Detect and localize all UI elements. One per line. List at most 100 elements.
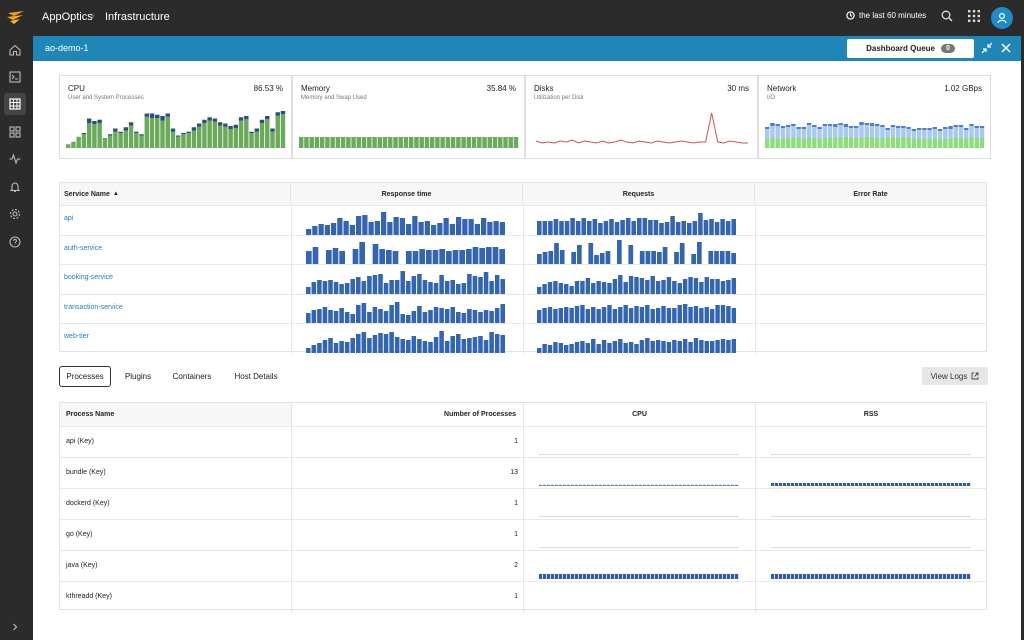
cpu-bar (579, 454, 583, 455)
requests-bar (623, 282, 628, 294)
pulse-icon[interactable] (8, 152, 22, 166)
response-bar (368, 222, 374, 235)
table-row[interactable]: booking-service (60, 264, 986, 295)
requests-bar (697, 241, 702, 265)
home-icon[interactable] (8, 43, 22, 57)
network-bar (895, 128, 901, 138)
dashboards-icon[interactable] (8, 125, 22, 139)
tab-containers[interactable]: Containers (172, 372, 212, 381)
help-icon[interactable] (8, 235, 22, 249)
rss-bar (963, 483, 967, 486)
bell-icon[interactable] (8, 180, 22, 194)
table-row[interactable]: kthreadd (Key) 1 (60, 581, 986, 613)
processes-table: Process Name Number of Processes CPU RSS… (59, 402, 987, 613)
column-header-cpu[interactable]: CPU (523, 403, 755, 426)
close-icon[interactable] (1000, 42, 1012, 54)
network-card[interactable]: Network 1.02 GBps I/O (758, 75, 991, 159)
table-row[interactable]: auth-service (60, 234, 986, 266)
table-row[interactable]: go (Key) 1 (60, 519, 986, 551)
cell-divider (755, 294, 756, 325)
network-bar (812, 138, 817, 148)
cell-divider (291, 206, 292, 236)
service-name-link[interactable]: booking-service (64, 274, 114, 281)
network-bar (969, 124, 974, 126)
disks-card[interactable]: Disks 30 ms Utilization per Disk (525, 75, 758, 159)
tab-plugins[interactable]: Plugins (124, 372, 152, 381)
cpu-bar (543, 516, 547, 517)
cpu-bar (639, 574, 643, 579)
cpu-bar (715, 516, 719, 517)
column-header-service-name[interactable]: Service Name ▲ (60, 183, 291, 205)
response-bar (362, 215, 368, 235)
memory-card[interactable]: Memory 35.84 % Memory and Swap Used (292, 75, 525, 159)
tab-host-details[interactable]: Host Details (234, 372, 278, 381)
table-row[interactable]: bundle (Key) 13 (60, 457, 986, 489)
column-header-rss[interactable]: RSS (755, 403, 986, 426)
solarwinds-logo-icon[interactable] (6, 8, 26, 26)
service-name-link[interactable]: auth-service (64, 244, 103, 252)
requests-bar (639, 340, 645, 353)
cpu-bar (587, 547, 591, 548)
service-name-link[interactable]: transaction-service (64, 303, 123, 311)
response-bar (499, 222, 505, 235)
rss-bar (939, 547, 943, 548)
cpu-bar (675, 574, 679, 579)
service-name-link[interactable]: web-tier (64, 333, 89, 340)
cpu-bar (691, 454, 695, 455)
response-bar (389, 332, 394, 353)
breadcrumb-current[interactable]: Infrastructure (105, 11, 170, 23)
dashboard-queue-button[interactable]: Dashboard Queue 0 (847, 39, 974, 58)
response-bar (450, 280, 455, 294)
column-header-number-of-processes[interactable]: Number of Processes (291, 403, 523, 426)
column-header-requests[interactable]: Requests (523, 183, 755, 205)
cpu-card[interactable]: CPU 86.53 % User and System Processes (59, 75, 292, 159)
search-icon[interactable] (941, 10, 953, 22)
cpu-bar (703, 574, 707, 579)
requests-bar (580, 304, 585, 324)
gear-icon[interactable] (8, 207, 22, 221)
cpu-bar (687, 516, 691, 517)
table-row[interactable]: java (Key) 2 (60, 550, 986, 582)
table-row[interactable]: api (Key) 1 (60, 426, 986, 458)
service-name-link[interactable]: api (64, 215, 74, 222)
rss-bar (871, 516, 875, 517)
tab-processes[interactable]: Processes (59, 366, 111, 387)
table-row[interactable]: api (60, 205, 986, 236)
column-header-process-name[interactable]: Process Name (60, 403, 291, 426)
rss-bar (907, 454, 911, 455)
rss-bar (771, 516, 775, 517)
requests-bar (661, 305, 666, 324)
column-header-error-rate[interactable]: Error Rate (755, 183, 986, 205)
avatar[interactable] (991, 7, 1013, 29)
response-bar (474, 224, 480, 235)
requests-bar (618, 275, 623, 294)
apps-grid-icon[interactable] (968, 10, 980, 22)
view-logs-button[interactable]: View Logs (922, 367, 988, 385)
cpu-bar (655, 484, 659, 486)
expand-chevron-icon[interactable] (8, 620, 22, 634)
cpu-bar (655, 516, 659, 517)
rss-bar (915, 574, 919, 579)
table-row[interactable]: dockerd (Key) 1 (60, 488, 986, 520)
column-header-response-time[interactable]: Response time (291, 183, 523, 205)
cpu-bar (567, 484, 571, 486)
cpu-bar (683, 547, 687, 548)
grid-table-icon[interactable] (4, 93, 26, 115)
cpu-bar-cap (155, 114, 160, 118)
table-row[interactable]: transaction-service (60, 293, 986, 325)
requests-bar (588, 242, 594, 265)
terminal-icon[interactable] (8, 70, 22, 84)
network-bar (796, 129, 801, 138)
time-range-selector[interactable]: the last 60 minutes (846, 11, 926, 20)
response-bar (383, 310, 389, 324)
table-row[interactable]: web-tier (60, 323, 986, 354)
app-name[interactable]: AppOptics (42, 11, 93, 23)
rss-bar (807, 516, 811, 517)
cpu-bar (643, 454, 647, 455)
cpu-bar (623, 516, 627, 517)
cpu-bar (165, 116, 170, 148)
rss-bar (923, 454, 927, 455)
collapse-icon[interactable] (981, 42, 993, 54)
network-bar (806, 123, 812, 125)
cpu-bar (128, 125, 134, 148)
